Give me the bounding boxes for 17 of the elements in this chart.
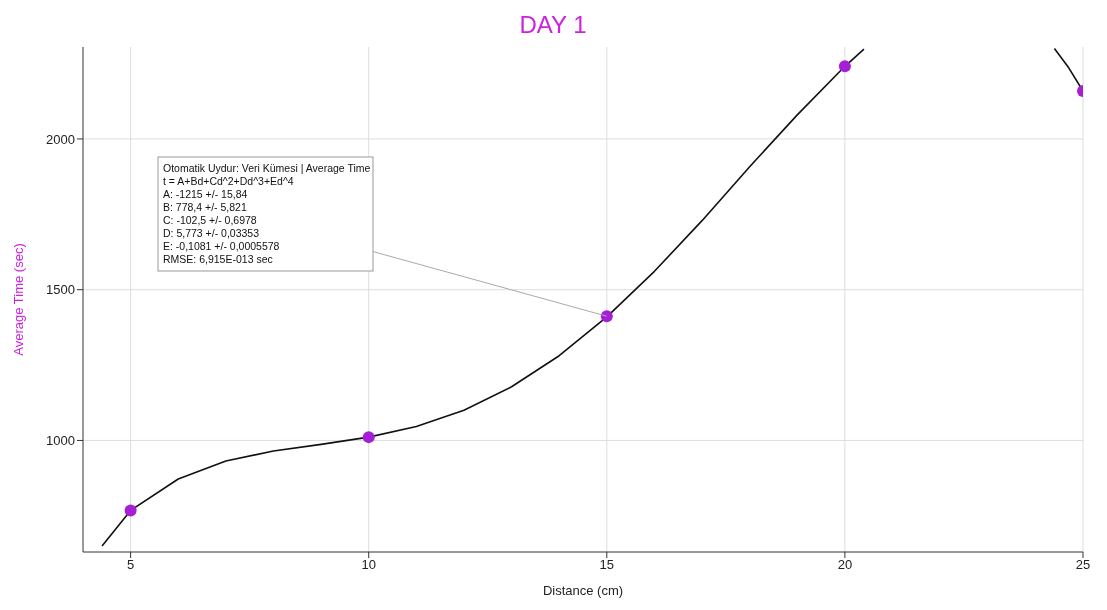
x-tick-label: 20 bbox=[837, 557, 853, 573]
point bbox=[362, 431, 375, 444]
x-tick-label: 15 bbox=[599, 557, 615, 573]
x-tick-label: 25 bbox=[1075, 557, 1091, 573]
x-axis-title: Distance (cm) bbox=[542, 583, 624, 598]
y-axis-title: Average Time (sec) bbox=[10, 243, 26, 356]
x-tick-label: 5 bbox=[127, 557, 135, 573]
y-tick-label: 1000 bbox=[46, 433, 75, 449]
y-tick-label: 1500 bbox=[46, 282, 75, 298]
point bbox=[124, 504, 137, 517]
point bbox=[838, 60, 851, 73]
y-tick-label: 2000 bbox=[46, 131, 75, 147]
callout-box: Otomatik Uydur: Veri Kümesi | Average Time t = A+Bd+Cd^2+Dd^3+Ed^4 A: -1215 +/- 15,84 B: 778,4 +/- 5,821 C: -102,5 +/- 0,6978 D: 5,773 +/- 0,03353 E: -0,1081 +/- 0,0005578 RMSE: 6,915E-013 sec bbox=[157, 156, 608, 317]
point bbox=[600, 310, 613, 323]
x-tick-label: 10 bbox=[361, 557, 376, 573]
annotation: Otomatik Uydur: Veri Kümesi | Average Time t = A+Bd+Cd^2+Dd^3+Ed^4 A: -1215 +/- 15,84 B: 778,4 +/- 5,821 C: -102,5 +/- 0,6978 D: 5,773 +/- 0,03353 E: -0,1081 +/- 0,0005578 RMSE: 6,915E-013 sec bbox=[163, 162, 371, 265]
chart-title: DAY 1 bbox=[518, 10, 588, 40]
